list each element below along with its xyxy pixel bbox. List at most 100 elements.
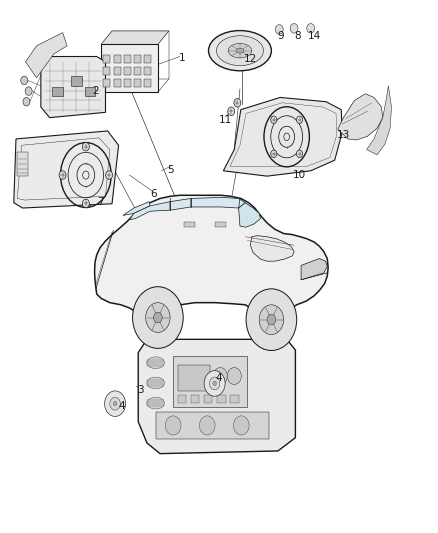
Text: 1: 1 — [179, 53, 185, 63]
Circle shape — [271, 150, 277, 158]
Circle shape — [82, 142, 89, 151]
Polygon shape — [251, 236, 294, 261]
Text: 12: 12 — [244, 54, 257, 64]
Circle shape — [246, 289, 297, 351]
Polygon shape — [123, 201, 150, 215]
Text: 4: 4 — [119, 401, 125, 411]
Bar — [103, 79, 110, 87]
Bar — [177, 394, 186, 402]
Bar — [230, 394, 239, 402]
Circle shape — [233, 416, 249, 435]
Circle shape — [204, 370, 225, 396]
Polygon shape — [223, 98, 342, 176]
Bar — [134, 55, 141, 63]
Bar — [177, 366, 210, 391]
Text: 11: 11 — [219, 115, 232, 125]
Circle shape — [146, 303, 170, 333]
Circle shape — [234, 99, 241, 107]
Text: 8: 8 — [294, 31, 301, 41]
Bar — [204, 394, 212, 402]
Text: 6: 6 — [150, 189, 157, 199]
Ellipse shape — [147, 357, 164, 368]
Circle shape — [165, 416, 181, 435]
Ellipse shape — [208, 30, 272, 71]
Polygon shape — [170, 198, 191, 210]
Text: 3: 3 — [137, 385, 144, 395]
Polygon shape — [130, 201, 170, 220]
Circle shape — [290, 23, 298, 33]
Text: 4: 4 — [215, 373, 223, 383]
Bar — [113, 79, 120, 87]
Ellipse shape — [236, 48, 244, 53]
Bar — [217, 394, 226, 402]
Polygon shape — [41, 56, 106, 118]
Circle shape — [213, 381, 216, 385]
Bar — [173, 357, 247, 407]
Circle shape — [23, 98, 30, 106]
Bar — [134, 79, 141, 87]
Polygon shape — [338, 94, 383, 140]
Text: 7: 7 — [97, 197, 103, 207]
Ellipse shape — [147, 397, 164, 409]
Circle shape — [105, 391, 126, 416]
Bar — [124, 67, 131, 75]
Bar — [144, 55, 151, 63]
Ellipse shape — [147, 377, 164, 389]
Circle shape — [307, 23, 314, 33]
Circle shape — [82, 199, 89, 208]
Bar — [85, 87, 95, 96]
Bar — [184, 222, 195, 227]
Circle shape — [21, 76, 28, 85]
Bar — [144, 67, 151, 75]
Polygon shape — [101, 44, 158, 92]
Bar — [144, 79, 151, 87]
Circle shape — [209, 377, 220, 390]
Circle shape — [271, 116, 277, 124]
Bar — [103, 55, 110, 63]
Polygon shape — [239, 203, 261, 227]
Ellipse shape — [216, 36, 264, 66]
Circle shape — [59, 171, 66, 179]
Circle shape — [106, 171, 113, 179]
Bar — [215, 222, 226, 227]
Polygon shape — [14, 131, 119, 208]
Bar — [113, 55, 120, 63]
Circle shape — [259, 305, 284, 335]
Text: 10: 10 — [293, 170, 306, 180]
Text: 9: 9 — [278, 31, 284, 41]
Polygon shape — [101, 31, 169, 44]
Bar — [155, 412, 269, 439]
Circle shape — [113, 401, 117, 406]
Circle shape — [153, 312, 162, 323]
Circle shape — [199, 416, 215, 435]
Bar — [113, 67, 120, 75]
Bar — [124, 55, 131, 63]
Bar — [103, 67, 110, 75]
Polygon shape — [95, 195, 328, 325]
Polygon shape — [301, 259, 327, 280]
Text: 5: 5 — [167, 165, 173, 175]
Polygon shape — [367, 86, 392, 155]
Circle shape — [110, 397, 120, 410]
Bar — [52, 87, 63, 96]
Circle shape — [267, 314, 276, 325]
Circle shape — [227, 368, 241, 384]
Circle shape — [276, 25, 283, 34]
Circle shape — [297, 116, 303, 124]
Bar — [191, 394, 199, 402]
Polygon shape — [25, 33, 67, 78]
Text: 14: 14 — [307, 31, 321, 41]
Bar — [71, 76, 82, 86]
Polygon shape — [138, 340, 295, 454]
Circle shape — [228, 107, 235, 116]
Circle shape — [297, 150, 303, 158]
Circle shape — [25, 87, 32, 95]
Ellipse shape — [228, 43, 252, 58]
Circle shape — [213, 368, 227, 384]
Polygon shape — [191, 197, 245, 208]
Text: 13: 13 — [337, 130, 350, 140]
Bar — [124, 79, 131, 87]
Circle shape — [133, 287, 183, 349]
Bar — [17, 152, 28, 176]
Text: 2: 2 — [92, 86, 99, 96]
